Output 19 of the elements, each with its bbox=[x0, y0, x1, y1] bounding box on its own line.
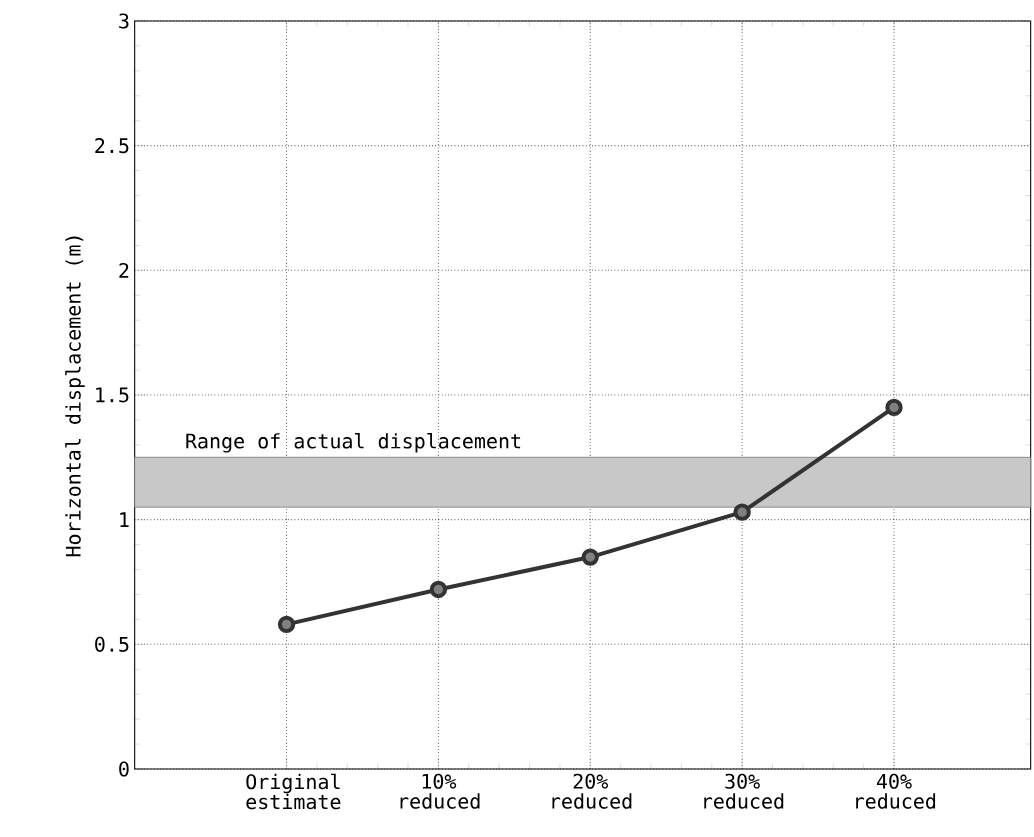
y-tick-label: 2 bbox=[119, 262, 129, 278]
point bbox=[277, 615, 296, 634]
y-tick-label: 3 bbox=[119, 13, 129, 29]
x-tick-label: 30% reduced bbox=[704, 773, 784, 809]
point bbox=[885, 398, 903, 417]
y-tick-label: 2.5 bbox=[95, 138, 129, 154]
y-tick-label: 1.5 bbox=[96, 387, 129, 403]
x-tick-label: Original estimate bbox=[246, 773, 341, 810]
y-tick-label: 0.5 bbox=[95, 636, 129, 652]
band-label: Range of actual displacement bbox=[186, 433, 521, 453]
point bbox=[429, 580, 448, 599]
point bbox=[733, 503, 751, 521]
y-axis-title: Horizontal displacement (m) bbox=[65, 236, 85, 557]
y-tick-label: 1 bbox=[120, 512, 129, 527]
x-tick-label: 10% reduced bbox=[400, 773, 480, 809]
point bbox=[581, 548, 599, 566]
x-tick-label: 40% reduced bbox=[856, 773, 936, 809]
y-tick-label: 0 bbox=[119, 761, 129, 777]
x-tick-label: 20% reduced bbox=[552, 773, 632, 809]
